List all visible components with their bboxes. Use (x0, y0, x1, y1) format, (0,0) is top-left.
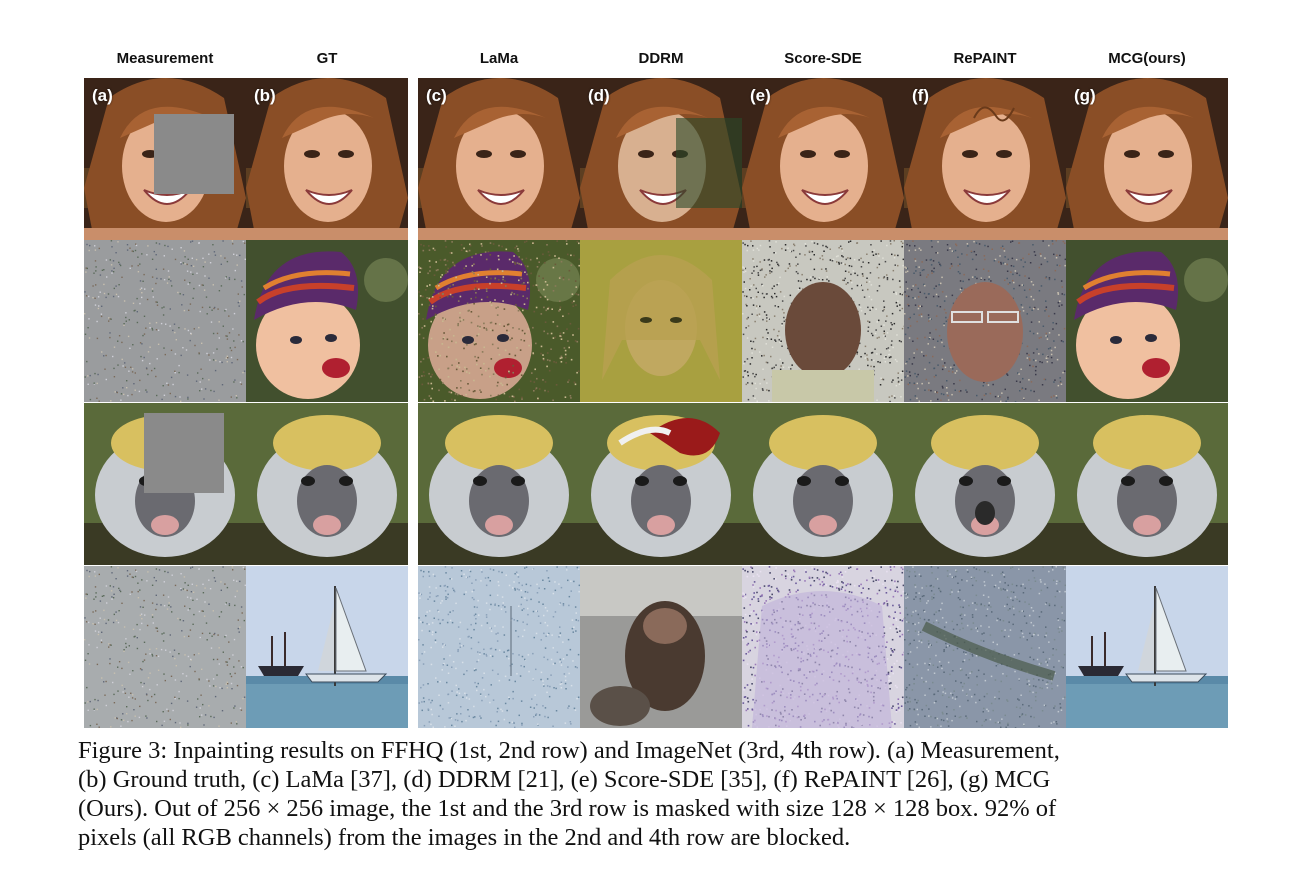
result-image-monkey-ddrm (580, 403, 742, 565)
panel-label-ddrm: (d) (588, 86, 610, 105)
result-image-sailboat-lama (418, 566, 580, 728)
result-image-face-baby-gt (246, 240, 408, 402)
result-image-face-baby-score-sde (742, 240, 904, 402)
caption-line: (Ours). Out of 256 × 256 image, the 1st … (78, 795, 1057, 822)
column-headers: Measurement GT LaMa DDRM Score-SDE RePAI… (84, 50, 1232, 74)
result-image-sailboat-gt (246, 566, 408, 728)
column-header-lama: LaMa (479, 50, 519, 67)
column-header-mcg: MCG(ours) (1108, 50, 1186, 67)
result-image-face-woman-ddrm: (d) (580, 78, 742, 240)
panel-label-lama: (c) (426, 86, 447, 105)
result-image-monkey-score-sde (742, 403, 904, 565)
panel-label-measurement: (a) (92, 86, 113, 105)
result-image-face-baby-ddrm (580, 240, 742, 402)
result-image-monkey-repaint (904, 403, 1066, 565)
result-image-face-woman-score-sde: (e) (742, 78, 904, 240)
panel-label-mcg: (g) (1074, 86, 1096, 105)
result-image-face-woman-lama: (c) (418, 78, 580, 240)
column-header-measurement: Measurement (116, 50, 214, 67)
result-image-sailboat-score-sde (742, 566, 904, 728)
result-image-face-baby-repaint (904, 240, 1066, 402)
result-image-monkey-gt (246, 403, 408, 565)
result-image-face-woman-gt: (b) (246, 78, 408, 240)
result-image-face-woman-repaint: (f) (904, 78, 1066, 240)
result-image-sailboat-measurement (84, 566, 246, 728)
result-image-face-woman-mcg: (g) (1066, 78, 1228, 240)
caption-line: Figure 3: Inpainting results on FFHQ (1s… (78, 737, 1060, 764)
panel-label-repaint: (f) (912, 86, 929, 105)
figure-caption: Figure 3: Inpainting results on FFHQ (1s… (78, 736, 1238, 852)
panel-label-gt: (b) (254, 86, 276, 105)
result-image-face-baby-measurement (84, 240, 246, 402)
result-image-sailboat-ddrm (580, 566, 742, 728)
result-image-sailboat-repaint (904, 566, 1066, 728)
column-header-score-sde: Score-SDE (784, 50, 862, 67)
result-image-monkey-measurement (84, 403, 246, 565)
result-image-sailboat-mcg (1066, 566, 1228, 728)
result-image-face-baby-mcg (1066, 240, 1228, 402)
column-header-gt: GT (316, 50, 338, 67)
column-header-ddrm: DDRM (638, 50, 684, 67)
column-header-repaint: RePAINT (953, 50, 1017, 67)
caption-line: pixels (all RGB channels) from the image… (78, 824, 851, 851)
result-image-face-woman-measurement: (a) (84, 78, 246, 240)
results-grid: (a) (b) (c) (d) (e) (f) (g) (84, 78, 1232, 728)
result-image-face-baby-lama (418, 240, 580, 402)
result-image-monkey-mcg (1066, 403, 1228, 565)
result-image-monkey-lama (418, 403, 580, 565)
caption-line: (b) Ground truth, (c) LaMa [37], (d) DDR… (78, 766, 1051, 793)
panel-label-score-sde: (e) (750, 86, 771, 105)
